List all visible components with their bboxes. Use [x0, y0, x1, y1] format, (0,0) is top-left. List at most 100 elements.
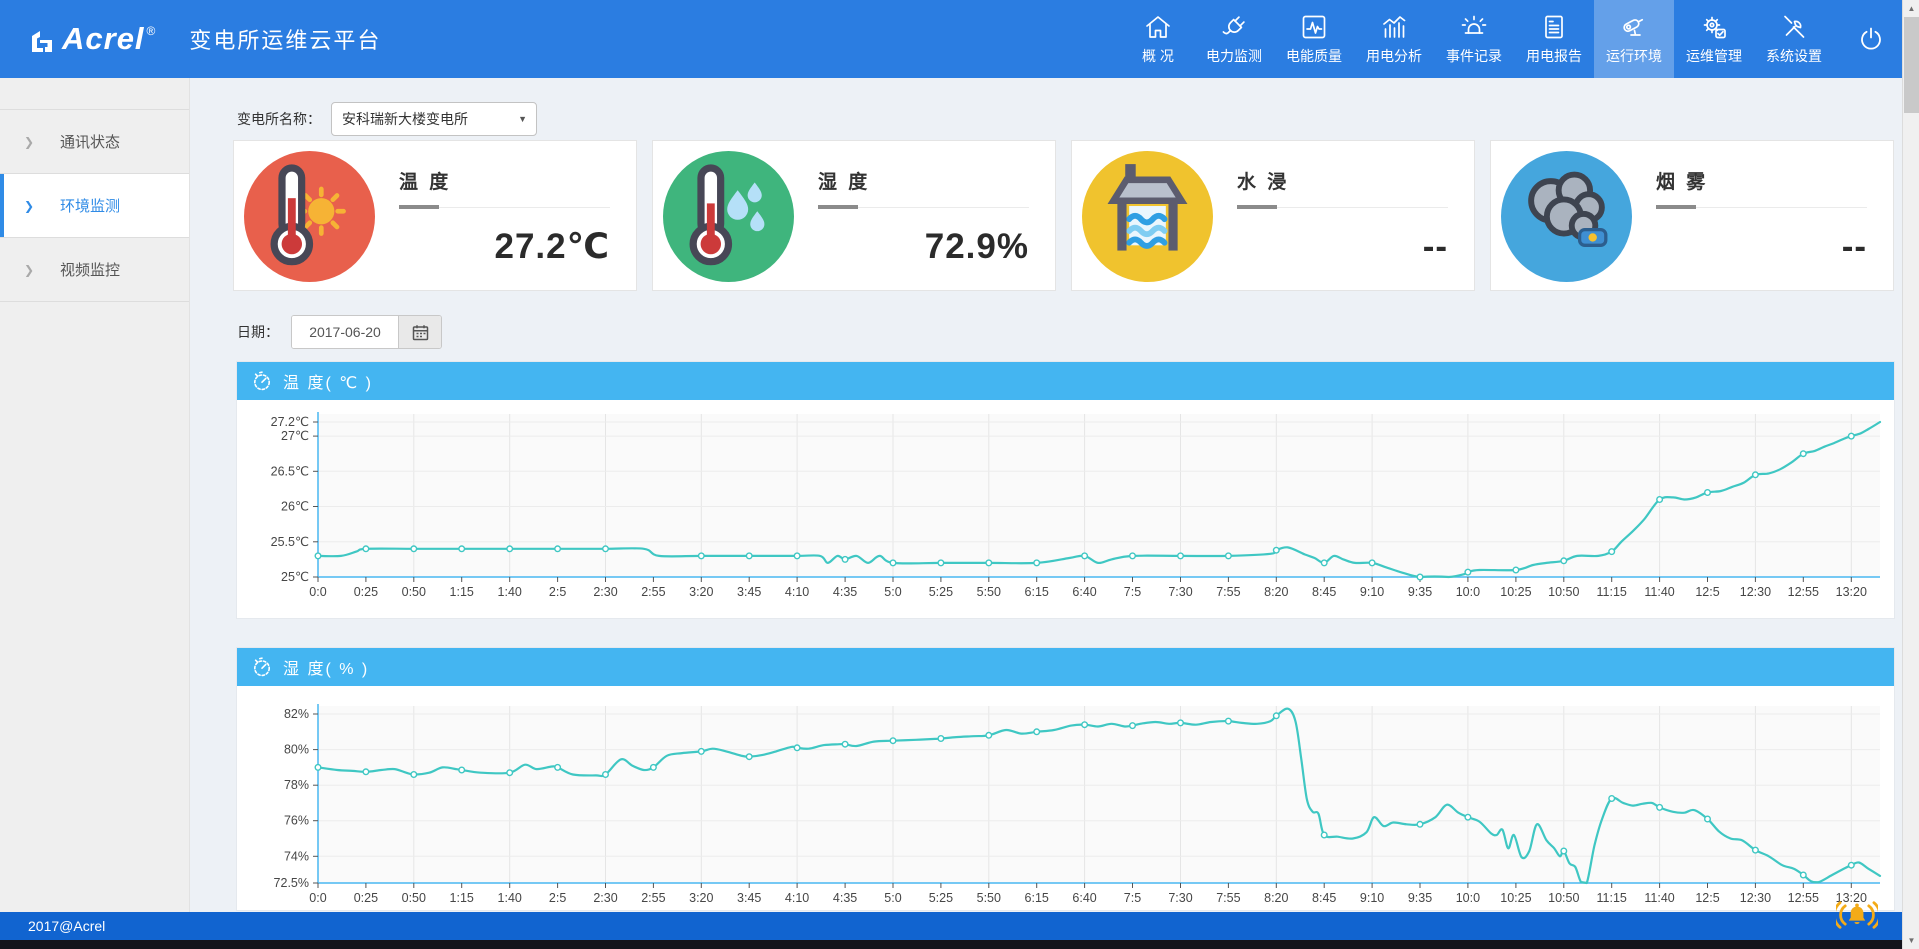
chart-panel-temperature: 温 度( ℃ ) 27.2℃ 27℃ 26.5℃ 26℃ 25.5℃ 25℃ 0:0 0:25 0…	[237, 362, 1894, 618]
underline-rule	[858, 206, 1029, 208]
svg-text:74%: 74%	[284, 849, 309, 863]
card-title-underline	[399, 205, 610, 209]
sidebar: ❯ 通讯状态 ❯ 环境监测 ❯ 视频监控	[0, 78, 190, 949]
page-title: 变电所运维云平台	[189, 28, 382, 53]
nav-item-label: 运维管理	[1686, 48, 1742, 64]
nav-item-system-settings[interactable]: 系统设置	[1754, 0, 1834, 78]
underline-accent	[1656, 205, 1696, 209]
nav-item-label: 系统设置	[1766, 48, 1822, 64]
svg-text:7:55: 7:55	[1216, 585, 1240, 599]
nav-item-power-quality[interactable]: 电能质量	[1274, 0, 1354, 78]
sidebar-item-video-surveillance[interactable]: ❯ 视频监控	[0, 238, 189, 302]
logout-power-button[interactable]	[1840, 24, 1902, 54]
svg-text:10:25: 10:25	[1500, 585, 1531, 599]
svg-text:12:5: 12:5	[1695, 891, 1719, 905]
sidebar-item-env-monitor[interactable]: ❯ 环境监测	[0, 174, 189, 238]
chart-canvas-temperature: 27.2℃27℃ 26.5℃ 26℃ 25.5℃ 25℃0:0 0:25 0:50 1:15 1…	[271, 412, 1882, 599]
svg-text:8:45: 8:45	[1312, 585, 1336, 599]
svg-text:11:40: 11:40	[1644, 891, 1674, 905]
svg-text:26℃: 26℃	[281, 500, 309, 514]
scrollbar-thumb[interactable]	[1904, 17, 1919, 113]
card-icon-circle	[244, 151, 375, 282]
underline-accent	[1237, 205, 1277, 209]
svg-text:11:15: 11:15	[1597, 891, 1627, 905]
station-select-row: 变电所名称： 安科瑞新大楼变电所 ▼	[237, 100, 537, 138]
card-title: 烟 雾	[1656, 172, 1709, 193]
vertical-scrollbar[interactable]: ▲ ▼	[1902, 0, 1919, 949]
svg-text:8:20: 8:20	[1264, 891, 1288, 905]
station-select-label: 变电所名称：	[237, 111, 321, 127]
svg-text:9:10: 9:10	[1360, 585, 1384, 599]
svg-text:1:15: 1:15	[450, 585, 474, 599]
app-header: Acrel ® 变电所运维云平台 概 况 电力监测 电能质量 用电分析 事件记录 用电报告…	[0, 0, 1902, 78]
sidebar-item-comm-status[interactable]: ❯ 通讯状态	[0, 110, 189, 174]
calendar-button[interactable]	[398, 316, 441, 348]
svg-text:10:0: 10:0	[1456, 891, 1480, 905]
svg-text:0:50: 0:50	[402, 585, 426, 599]
date-input[interactable]: 2017-06-20	[292, 316, 398, 348]
alarm-bell-button[interactable]	[1836, 900, 1878, 930]
metric-card-humidity: 湿 度 72.9%	[652, 140, 1056, 291]
svg-text:9:35: 9:35	[1408, 585, 1432, 599]
chevron-right-icon: ❯	[24, 198, 35, 213]
plug-icon	[1222, 16, 1245, 35]
thermometer-drops-icon	[689, 164, 765, 266]
svg-text:13:20: 13:20	[1836, 891, 1867, 905]
nav-item-label: 用电报告	[1526, 48, 1582, 64]
svg-text:6:15: 6:15	[1025, 585, 1049, 599]
footer: 2017@Acrel	[0, 901, 1902, 940]
underline-rule	[439, 206, 610, 208]
gear-icon	[1703, 16, 1726, 39]
metric-card-smoke: 烟 雾 --	[1490, 140, 1894, 291]
card-icon-circle	[1501, 151, 1632, 282]
svg-text:7:5: 7:5	[1124, 585, 1141, 599]
nav-item-overview[interactable]: 概 况	[1122, 0, 1194, 78]
svg-text:4:35: 4:35	[833, 891, 857, 905]
brand-logo: Acrel ®	[30, 14, 155, 64]
date-label: 日期：	[237, 324, 279, 340]
card-icon-circle	[1082, 151, 1213, 282]
scrollbar-up-button[interactable]: ▲	[1907, 4, 1916, 13]
svg-text:10:50: 10:50	[1548, 891, 1579, 905]
tools-icon	[1784, 15, 1805, 38]
nav-item-label: 电能质量	[1286, 48, 1342, 64]
underline-rule	[1696, 206, 1867, 208]
station-select[interactable]: 安科瑞新大楼变电所 ▼	[331, 102, 537, 136]
svg-text:12:30: 12:30	[1740, 585, 1771, 599]
svg-text:76%: 76%	[284, 814, 309, 828]
svg-text:2:30: 2:30	[593, 585, 617, 599]
nav-item-event-log[interactable]: 事件记录	[1434, 0, 1514, 78]
bar-chart-icon	[1383, 16, 1406, 38]
svg-text:25.5℃: 25.5℃	[271, 535, 309, 549]
nav-item-om-management[interactable]: 运维管理	[1674, 0, 1754, 78]
nav-item-label: 电力监测	[1206, 48, 1262, 64]
svg-text:12:55: 12:55	[1788, 891, 1819, 905]
svg-text:11:15: 11:15	[1597, 585, 1627, 599]
svg-text:0:0: 0:0	[309, 585, 326, 599]
svg-text:2:5: 2:5	[549, 891, 566, 905]
stopwatch-icon	[254, 657, 270, 677]
svg-text:5:25: 5:25	[929, 585, 953, 599]
svg-text:0:0: 0:0	[309, 891, 326, 905]
acrel-logo-icon	[30, 28, 56, 54]
chevron-right-icon: ❯	[24, 262, 35, 277]
card-content: 水 浸 --	[1237, 167, 1448, 267]
alarm-bell-icon	[1836, 901, 1878, 929]
sidebar-item-label: 视频监控	[60, 262, 121, 279]
chart-panel-humidity: 湿 度( % ) 82% 80% 78% 76% 74% 72.5% 0:0 0:25 0:50 1…	[237, 648, 1894, 910]
svg-text:2:5: 2:5	[549, 585, 566, 599]
nav-item-power-monitor[interactable]: 电力监测	[1194, 0, 1274, 78]
svg-text:6:15: 6:15	[1025, 891, 1049, 905]
svg-text:11:40: 11:40	[1644, 585, 1674, 599]
power-icon	[1861, 27, 1881, 50]
nav-item-usage-analysis[interactable]: 用电分析	[1354, 0, 1434, 78]
svg-text:1:40: 1:40	[498, 585, 522, 599]
nav-item-usage-report[interactable]: 用电报告	[1514, 0, 1594, 78]
metric-cards: 温 度 27.2℃ 湿 度 72.9% 水 浸 -- 烟 雾 --	[233, 140, 1894, 291]
scrollbar-down-button[interactable]: ▼	[1907, 936, 1916, 945]
card-title: 水 浸	[1237, 172, 1290, 193]
cctv-icon	[1623, 18, 1644, 36]
svg-text:2:30: 2:30	[593, 891, 617, 905]
sidebar-item-label: 环境监测	[60, 198, 121, 215]
nav-item-environment[interactable]: 运行环境	[1594, 0, 1674, 78]
